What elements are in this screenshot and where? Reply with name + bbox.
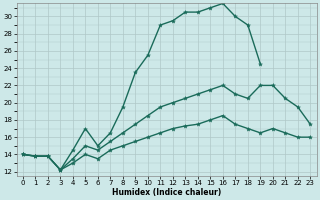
X-axis label: Humidex (Indice chaleur): Humidex (Indice chaleur) (112, 188, 221, 197)
